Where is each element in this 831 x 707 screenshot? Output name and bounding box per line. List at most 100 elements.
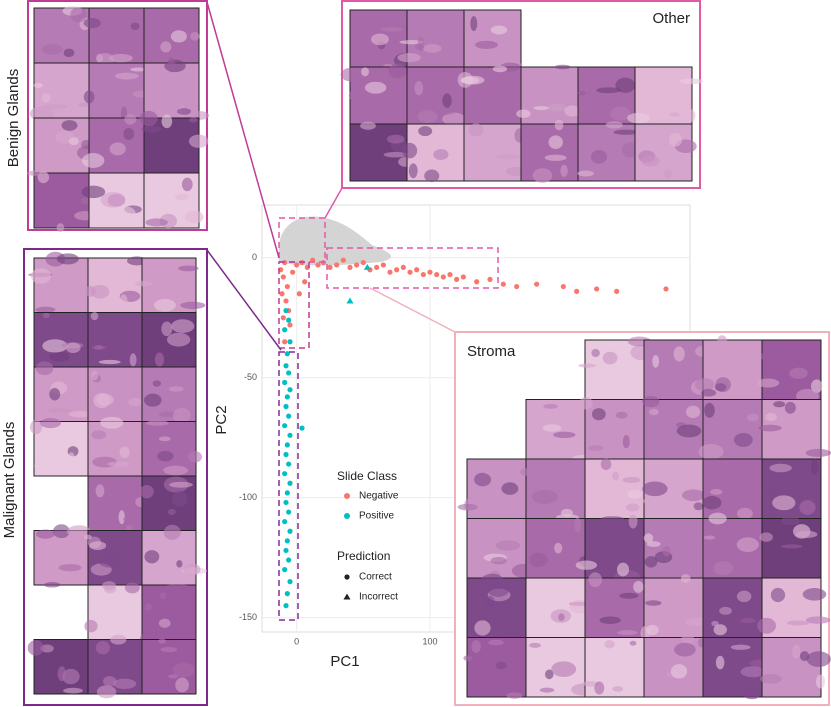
legend-title: Slide Class bbox=[337, 469, 397, 483]
tile-texture bbox=[669, 112, 680, 117]
tile-texture bbox=[468, 123, 484, 137]
point bbox=[400, 264, 406, 270]
tile-texture bbox=[98, 553, 122, 568]
tile-texture bbox=[29, 106, 54, 122]
image-tile bbox=[143, 172, 204, 229]
tile-texture bbox=[799, 500, 816, 515]
image-tile bbox=[761, 458, 822, 519]
tile-texture bbox=[183, 563, 201, 576]
tile-texture bbox=[111, 206, 136, 221]
image-tile bbox=[141, 638, 197, 695]
image-tile bbox=[466, 518, 536, 581]
tile-texture bbox=[610, 106, 631, 121]
tile-texture bbox=[141, 125, 162, 133]
tile-texture bbox=[164, 584, 190, 590]
point bbox=[282, 471, 288, 477]
tile-texture bbox=[531, 489, 558, 504]
tile-texture bbox=[481, 461, 506, 476]
tile-texture bbox=[605, 121, 623, 129]
tile-texture bbox=[668, 132, 683, 147]
tile-texture bbox=[805, 448, 831, 457]
tile-texture bbox=[736, 537, 759, 552]
tile-texture bbox=[802, 587, 827, 601]
y-tick-label: -150 bbox=[239, 612, 257, 622]
tile-texture bbox=[125, 524, 134, 532]
tile-texture bbox=[685, 109, 696, 123]
tile-texture bbox=[710, 488, 723, 495]
image-tile bbox=[698, 399, 763, 460]
tile-texture bbox=[107, 461, 131, 467]
tile-texture bbox=[161, 114, 173, 129]
tile-texture bbox=[519, 467, 545, 477]
tile-texture bbox=[663, 169, 673, 180]
tile-texture bbox=[43, 582, 61, 588]
tile-texture bbox=[90, 284, 110, 299]
tile-texture bbox=[177, 108, 192, 115]
tile-bg bbox=[761, 637, 822, 698]
tile-texture bbox=[590, 150, 608, 164]
image-tile bbox=[519, 458, 586, 521]
image-tile bbox=[28, 251, 89, 313]
tile-texture bbox=[62, 668, 80, 685]
tile-texture bbox=[180, 301, 206, 310]
tile-texture bbox=[574, 517, 582, 533]
point bbox=[420, 271, 426, 278]
image-tile bbox=[702, 637, 768, 700]
tile-texture bbox=[471, 640, 481, 654]
tile-texture bbox=[806, 651, 831, 667]
point bbox=[594, 286, 600, 292]
legend-swatch bbox=[343, 593, 351, 600]
image-tile bbox=[516, 64, 581, 125]
tile-texture bbox=[340, 67, 364, 82]
tile-texture bbox=[27, 640, 44, 656]
background-cloud bbox=[278, 216, 392, 266]
tile-bg bbox=[525, 458, 586, 519]
point bbox=[284, 538, 290, 544]
tile-texture bbox=[98, 359, 121, 365]
tile-texture bbox=[646, 624, 659, 636]
tile-texture bbox=[158, 618, 171, 628]
tile-texture bbox=[495, 540, 521, 551]
image-tile bbox=[135, 257, 206, 313]
y-tick-label: -100 bbox=[239, 492, 257, 502]
tile-texture bbox=[176, 560, 183, 568]
tile-texture bbox=[588, 572, 603, 588]
tile-texture bbox=[160, 592, 167, 599]
tile-texture bbox=[533, 105, 550, 111]
tile-texture bbox=[579, 397, 593, 410]
tile-texture bbox=[35, 306, 56, 313]
y-axis-title: PC2 bbox=[213, 405, 230, 434]
tile-texture bbox=[615, 77, 636, 93]
tile-texture bbox=[63, 48, 75, 58]
tile-texture bbox=[495, 661, 507, 670]
tile-texture bbox=[103, 676, 117, 687]
tile-texture bbox=[681, 633, 694, 645]
tile-texture bbox=[152, 380, 162, 387]
tile-texture bbox=[119, 446, 130, 459]
tile-texture bbox=[703, 535, 716, 540]
tile-texture bbox=[371, 33, 389, 46]
tile-texture bbox=[109, 142, 126, 156]
point bbox=[299, 425, 305, 431]
tile-bg bbox=[702, 458, 763, 519]
tile-texture bbox=[160, 646, 178, 653]
tile-texture bbox=[167, 508, 176, 516]
image-tile bbox=[83, 62, 153, 122]
tile-texture bbox=[529, 642, 541, 648]
tile-texture bbox=[113, 678, 137, 690]
point bbox=[315, 262, 321, 268]
tile-texture bbox=[383, 151, 408, 158]
highlight-boxes bbox=[278, 217, 499, 621]
image-tile bbox=[457, 62, 522, 125]
image-tile bbox=[27, 639, 89, 695]
tile-texture bbox=[516, 109, 531, 118]
tile-texture bbox=[30, 268, 52, 284]
tile-texture bbox=[172, 407, 191, 424]
tile-texture bbox=[91, 345, 107, 350]
point bbox=[280, 274, 286, 280]
tile-texture bbox=[100, 191, 126, 208]
tile-texture bbox=[81, 185, 106, 199]
tile-texture bbox=[463, 655, 473, 661]
connectors bbox=[206, 1, 456, 351]
tile-texture bbox=[29, 419, 43, 435]
